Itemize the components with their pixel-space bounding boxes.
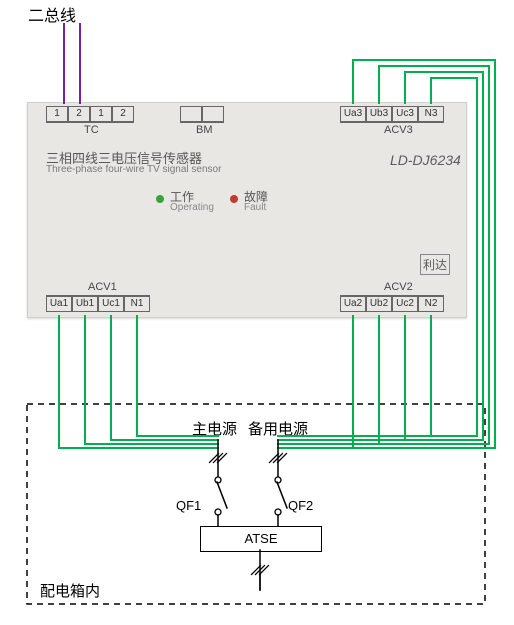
- wiring-layer: [0, 0, 514, 625]
